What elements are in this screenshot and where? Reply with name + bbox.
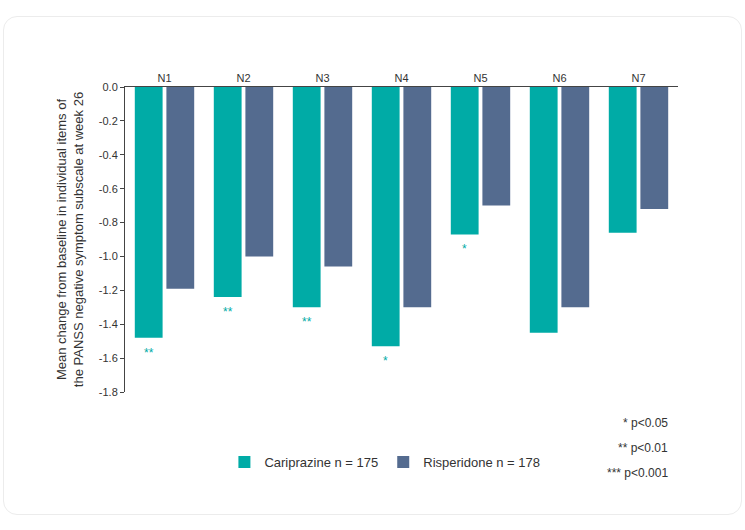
svg-text:N1: N1 xyxy=(157,72,171,84)
svg-text:Risperidone n = 178: Risperidone n = 178 xyxy=(423,455,540,470)
svg-text:-0.8: -0.8 xyxy=(99,216,118,228)
svg-text:-1.4: -1.4 xyxy=(99,318,118,330)
svg-text:N2: N2 xyxy=(236,72,250,84)
svg-text:N7: N7 xyxy=(631,72,645,84)
svg-text:-0.6: -0.6 xyxy=(99,183,118,195)
svg-text:-0.2: -0.2 xyxy=(99,115,118,127)
svg-text:-1.8: -1.8 xyxy=(99,386,118,398)
svg-text:-1.2: -1.2 xyxy=(99,284,118,296)
svg-text:**: ** xyxy=(302,315,312,329)
svg-text:**: ** xyxy=(144,346,154,360)
svg-text:*** p<0.001: *** p<0.001 xyxy=(607,466,668,480)
svg-text:-1.6: -1.6 xyxy=(99,352,118,364)
svg-text:**: ** xyxy=(223,305,233,319)
svg-text:* p<0.05: * p<0.05 xyxy=(623,416,668,430)
svg-text:N3: N3 xyxy=(315,72,329,84)
svg-text:0.0: 0.0 xyxy=(103,81,118,93)
svg-text:N4: N4 xyxy=(394,72,408,84)
svg-text:*: * xyxy=(383,354,388,368)
svg-text:*: * xyxy=(462,242,467,256)
svg-text:Cariprazine n = 175: Cariprazine n = 175 xyxy=(264,455,378,470)
svg-text:-1.0: -1.0 xyxy=(99,250,118,262)
svg-text:** p<0.01: ** p<0.01 xyxy=(618,441,668,455)
svg-text:N6: N6 xyxy=(552,72,566,84)
svg-text:Mean change from baseline in i: Mean change from baseline in individual … xyxy=(54,92,86,387)
svg-text:-0.4: -0.4 xyxy=(99,149,118,161)
svg-text:N5: N5 xyxy=(473,72,487,84)
